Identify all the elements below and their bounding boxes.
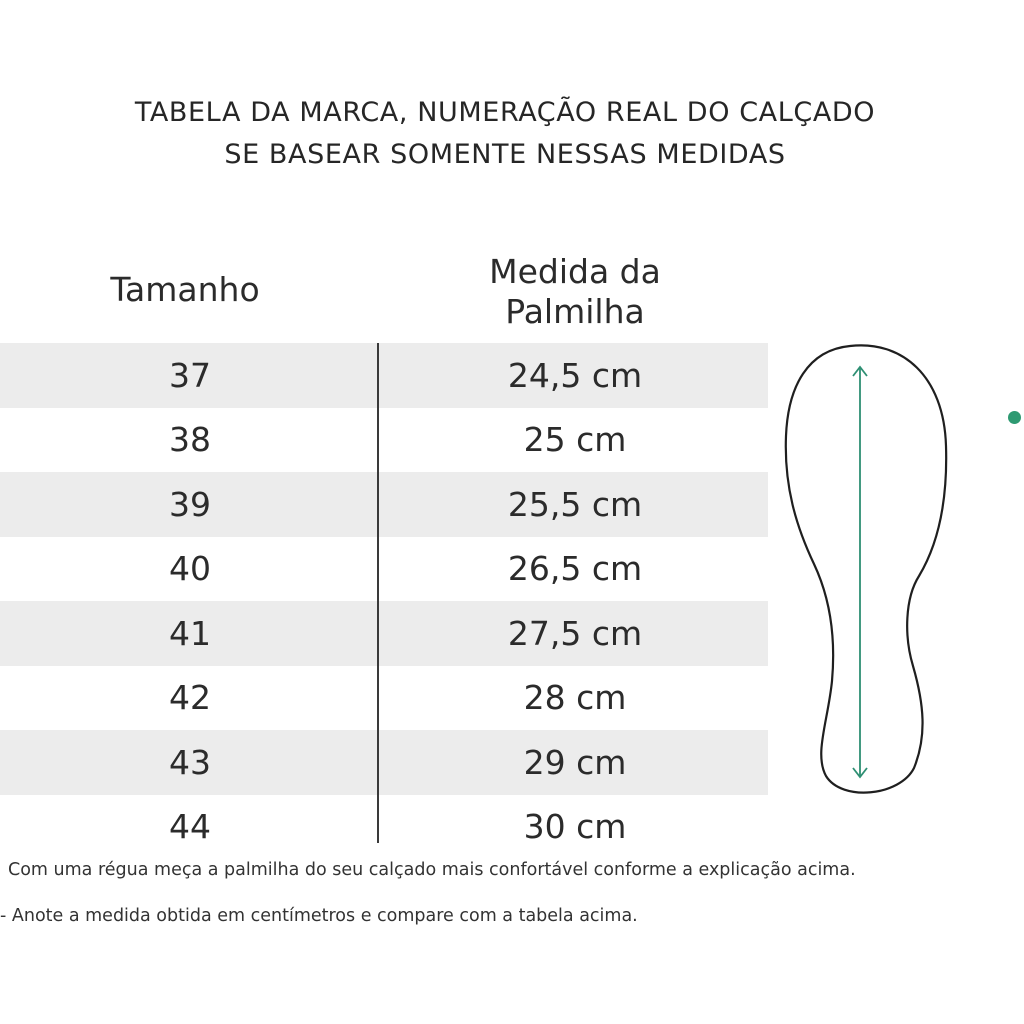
green-dot-icon xyxy=(1008,411,1021,424)
instruction-note-1: Com uma régua meça a palmilha do seu cal… xyxy=(8,860,856,880)
insole-cell: 24,5 cm xyxy=(507,355,643,395)
insole-cell: 25,5 cm xyxy=(507,484,643,524)
table-row: 38 25 cm xyxy=(0,408,768,473)
table-row: 42 28 cm xyxy=(0,666,768,731)
table-row: 37 24,5 cm xyxy=(0,343,768,408)
insole-cell: 28 cm xyxy=(523,678,627,718)
insole-outline xyxy=(784,344,948,794)
size-cell: 37 xyxy=(169,355,211,395)
size-cell: 39 xyxy=(169,484,211,524)
insole-cell: 25 cm xyxy=(523,420,627,460)
insole-cell: 30 cm xyxy=(523,807,627,847)
size-cell: 38 xyxy=(169,420,211,460)
size-cell: 43 xyxy=(169,742,211,782)
table-row: 44 30 cm xyxy=(0,795,768,860)
insole-cell: 26,5 cm xyxy=(507,549,643,589)
table-row: 41 27,5 cm xyxy=(0,601,768,666)
table-row: 40 26,5 cm xyxy=(0,537,768,602)
double-arrow-icon xyxy=(852,365,868,779)
size-cell: 41 xyxy=(169,613,211,653)
size-cell: 44 xyxy=(169,807,211,847)
insole-cell: 29 cm xyxy=(523,742,627,782)
insole-outline-icon xyxy=(784,344,948,794)
instruction-note-2: - Anote a medida obtida em centímetros e… xyxy=(0,906,638,926)
insole-header-line-2: Palmilha xyxy=(505,292,645,331)
insole-cell: 27,5 cm xyxy=(507,613,643,653)
heading-line-2: SE BASEAR SOMENTE NESSAS MEDIDAS xyxy=(224,139,786,170)
table-row: 39 25,5 cm xyxy=(0,472,768,537)
size-column-header: Tamanho xyxy=(110,270,260,309)
heading-line-1: TABELA DA MARCA, NUMERAÇÃO REAL DO CALÇA… xyxy=(134,97,876,128)
size-cell: 40 xyxy=(169,549,211,589)
column-divider xyxy=(377,343,379,843)
insole-column-header: Medida da Palmilha xyxy=(420,252,730,332)
size-table: 37 24,5 cm 38 25 cm 39 25,5 cm 40 26,5 c… xyxy=(0,343,768,859)
insole-header-line-1: Medida da xyxy=(489,252,661,291)
size-cell: 42 xyxy=(169,678,211,718)
table-row: 43 29 cm xyxy=(0,730,768,795)
